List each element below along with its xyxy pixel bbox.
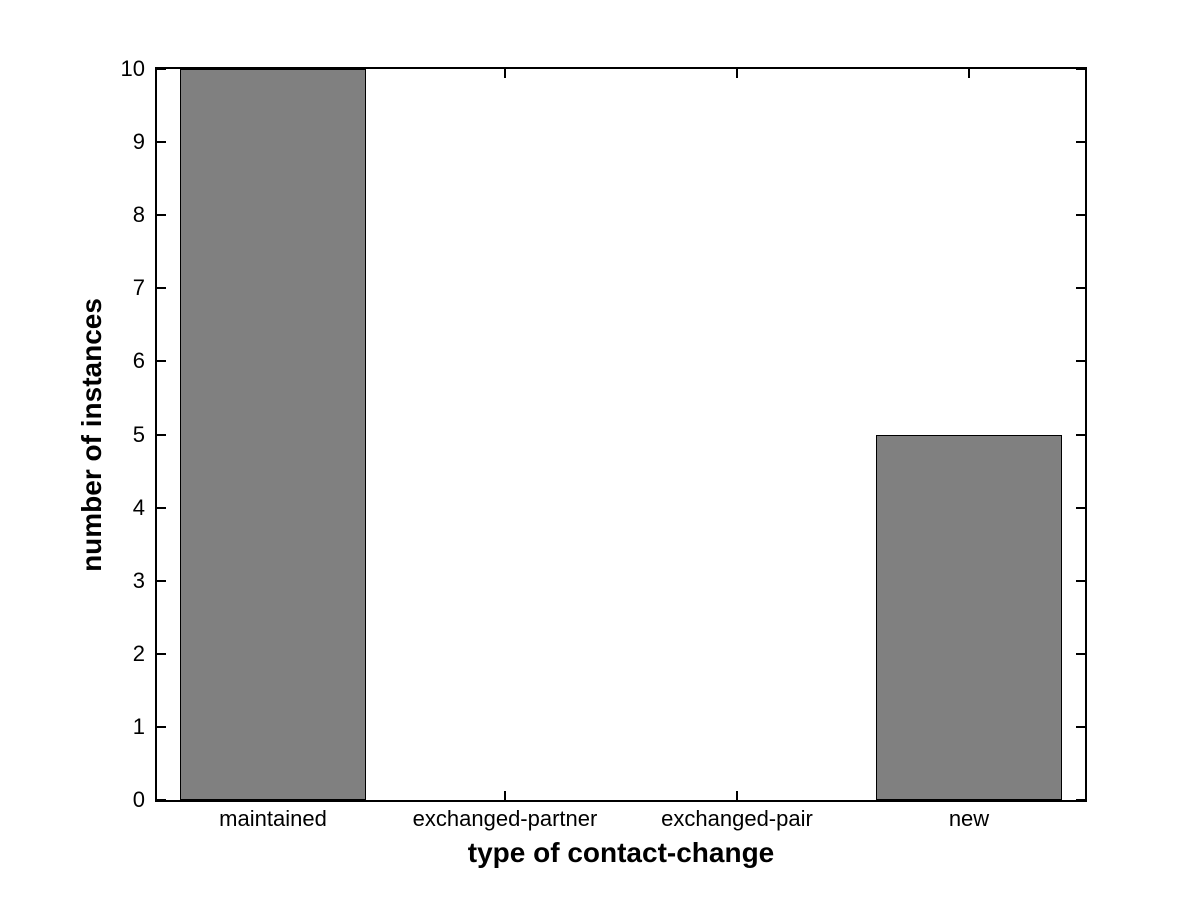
bar bbox=[180, 69, 366, 800]
y-tick-mark bbox=[1076, 360, 1085, 363]
y-tick-mark bbox=[157, 652, 166, 655]
y-tick-label: 4 bbox=[132, 494, 145, 520]
x-tick-mark bbox=[504, 791, 506, 800]
y-tick-mark bbox=[157, 799, 166, 801]
x-tick-mark bbox=[736, 69, 738, 78]
y-tick-mark bbox=[157, 287, 166, 290]
x-axis-label: type of contact-change bbox=[467, 837, 775, 868]
bars-layer bbox=[157, 69, 1085, 800]
x-tick-mark bbox=[968, 69, 970, 78]
y-tick-mark bbox=[157, 506, 166, 509]
y-tick-label: 2 bbox=[132, 640, 145, 666]
y-tick-mark bbox=[157, 360, 166, 363]
plot-area bbox=[155, 67, 1087, 802]
x-tick-mark bbox=[736, 791, 738, 800]
y-tick-mark bbox=[157, 214, 166, 217]
y-tick-mark bbox=[157, 725, 166, 728]
y-tick-label: 6 bbox=[132, 348, 145, 374]
bar bbox=[876, 434, 1062, 800]
y-tick-mark bbox=[1076, 433, 1085, 436]
y-tick-mark bbox=[1076, 652, 1085, 655]
y-tick-label: 10 bbox=[120, 56, 145, 81]
x-tick-label: exchanged-pair bbox=[661, 806, 813, 831]
y-tick-label: 3 bbox=[132, 567, 145, 593]
y-tick-mark bbox=[157, 141, 166, 144]
y-tick-mark bbox=[1076, 506, 1085, 509]
y-tick-label: 1 bbox=[132, 713, 145, 739]
y-tick-label: 5 bbox=[132, 421, 145, 447]
y-tick-mark bbox=[157, 579, 166, 582]
y-tick-mark bbox=[1076, 214, 1085, 217]
x-tick-mark bbox=[504, 69, 506, 78]
y-tick-mark bbox=[1076, 287, 1085, 290]
y-tick-label: 0 bbox=[132, 787, 145, 812]
x-tick-label: exchanged-partner bbox=[412, 806, 598, 831]
y-tick-mark bbox=[1076, 725, 1085, 728]
x-tick-label: maintained bbox=[219, 806, 327, 831]
x-tick-label: new bbox=[948, 806, 990, 831]
y-tick-mark bbox=[157, 68, 166, 70]
y-tick-mark bbox=[1076, 799, 1085, 801]
y-tick-mark bbox=[1076, 68, 1085, 70]
y-tick-mark bbox=[157, 433, 166, 436]
y-tick-mark bbox=[1076, 141, 1085, 144]
y-tick-label: 9 bbox=[132, 129, 145, 155]
y-tick-mark bbox=[1076, 579, 1085, 582]
y-tick-label: 8 bbox=[132, 202, 145, 228]
y-tick-label: 7 bbox=[132, 275, 145, 301]
